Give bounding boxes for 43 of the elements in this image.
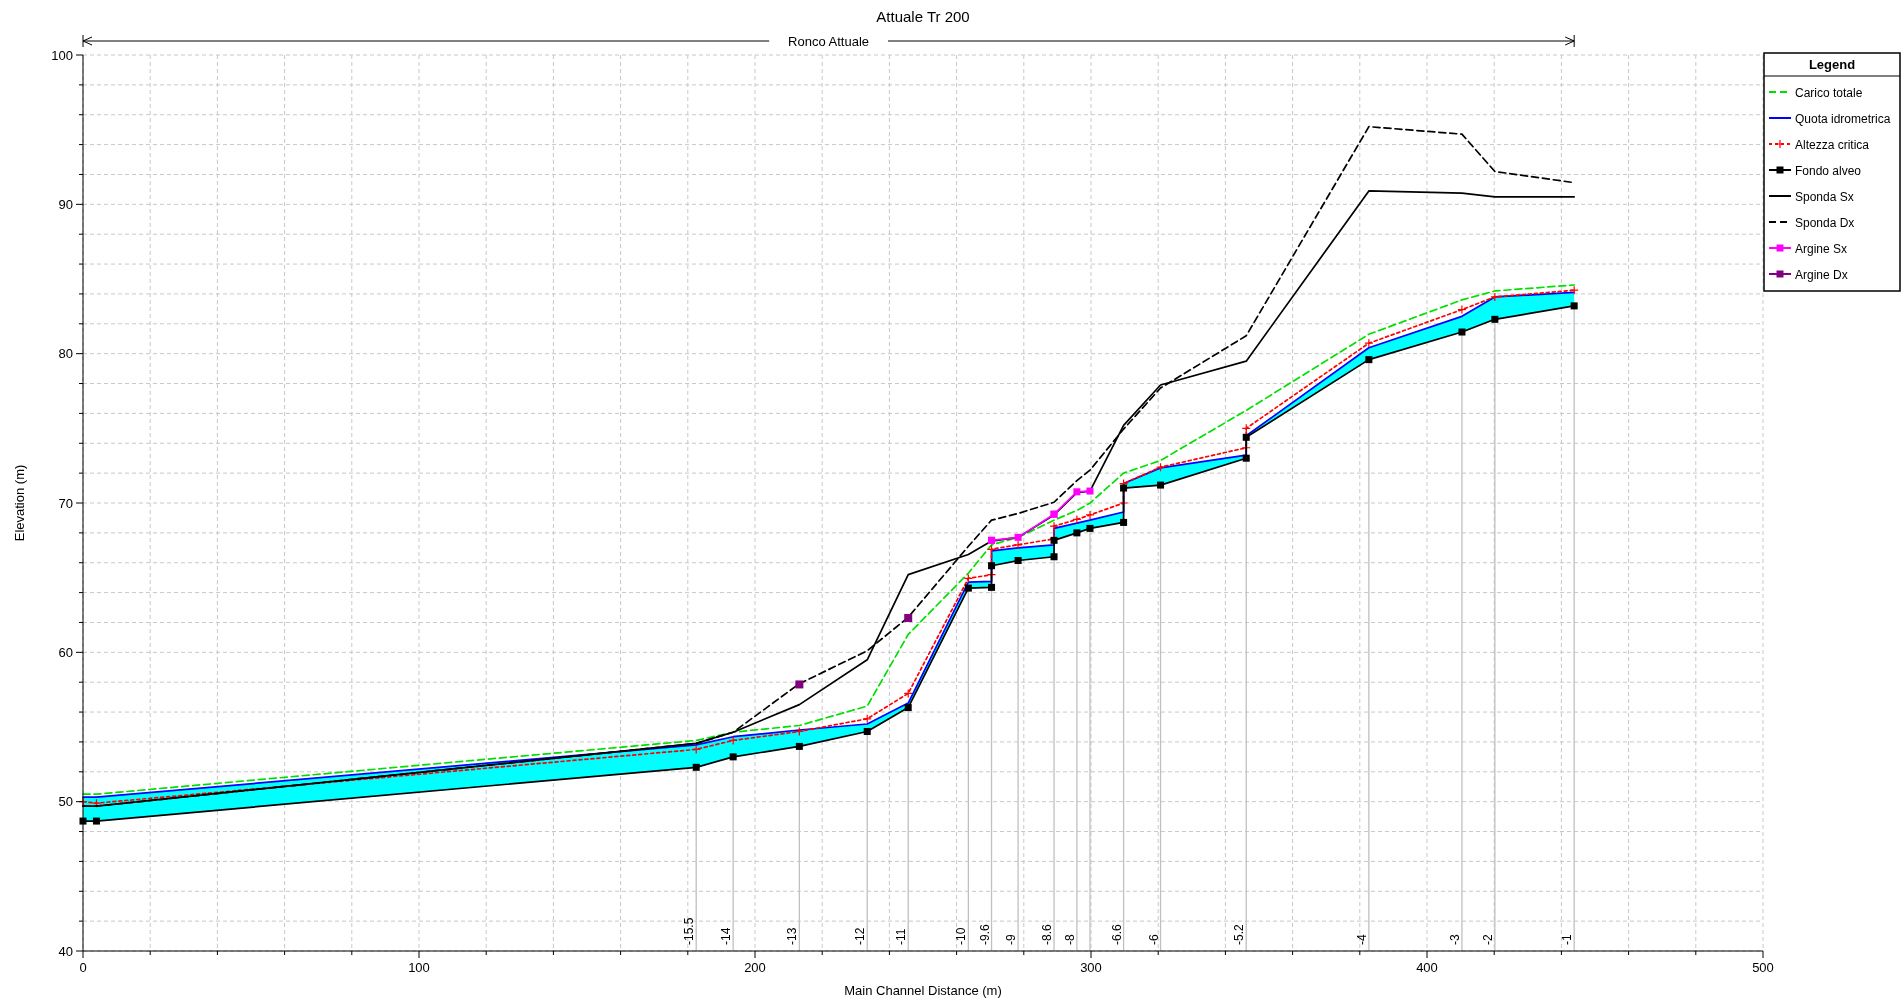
annotation: -2 <box>1480 934 1495 945</box>
annotation: -1 <box>1560 934 1575 945</box>
y-tick-label: 100 <box>51 47 73 63</box>
x-axis-title: Main Channel Distance (m) <box>844 983 1002 998</box>
x-tick-label: 400 <box>1416 960 1438 975</box>
y-axis-title: Elevation (m) <box>12 464 27 542</box>
annotation: -10 <box>954 927 969 945</box>
legend-label: Quota idrometrica <box>1795 111 1891 126</box>
y-tick-label: 70 <box>58 495 73 511</box>
x-tick-label: 100 <box>408 960 430 975</box>
legend-label: Argine Sx <box>1795 241 1848 256</box>
text: Ronco Attuale <box>788 33 870 49</box>
annotation: -12 <box>853 927 868 945</box>
annotation: -15.5 <box>682 917 697 945</box>
legend-label: Altezza critica <box>1795 137 1870 152</box>
legend-label: Sponda Dx <box>1795 215 1855 230</box>
y-tick-label: 50 <box>58 794 73 810</box>
y-tick-label: 80 <box>58 346 73 362</box>
annotation: -4 <box>1354 934 1369 945</box>
x-tick-label: 300 <box>1080 960 1102 975</box>
annotation: -8.6 <box>1040 924 1055 945</box>
x-tick-label: 500 <box>1752 960 1774 975</box>
chart-title: Attuale Tr 200 <box>876 8 970 25</box>
legend-label: Argine Dx <box>1795 267 1848 282</box>
legend-title: Legend <box>1808 57 1856 72</box>
legend-label: Sponda Sx <box>1795 189 1854 204</box>
annotation: -3 <box>1447 934 1462 945</box>
x-tick-label: 200 <box>744 960 766 975</box>
annotation: -9 <box>1004 934 1019 945</box>
annotation: -5.2 <box>1232 924 1247 945</box>
legend-label: Fondo alveo <box>1795 163 1862 178</box>
annotation: -6.6 <box>1109 924 1124 945</box>
x-tick-label: 0 <box>79 960 87 975</box>
annotation: -9.6 <box>977 924 992 945</box>
annotation: -6 <box>1146 934 1161 945</box>
annotation: -13 <box>785 927 800 945</box>
y-tick-label: 90 <box>58 196 73 212</box>
y-tick-label: 60 <box>58 644 73 660</box>
legend-label: Carico totale <box>1795 85 1863 100</box>
annotation: -11 <box>894 928 909 945</box>
annotation: -14 <box>719 927 734 945</box>
y-tick-label: 40 <box>58 943 73 959</box>
annotation: -8 <box>1062 934 1077 945</box>
